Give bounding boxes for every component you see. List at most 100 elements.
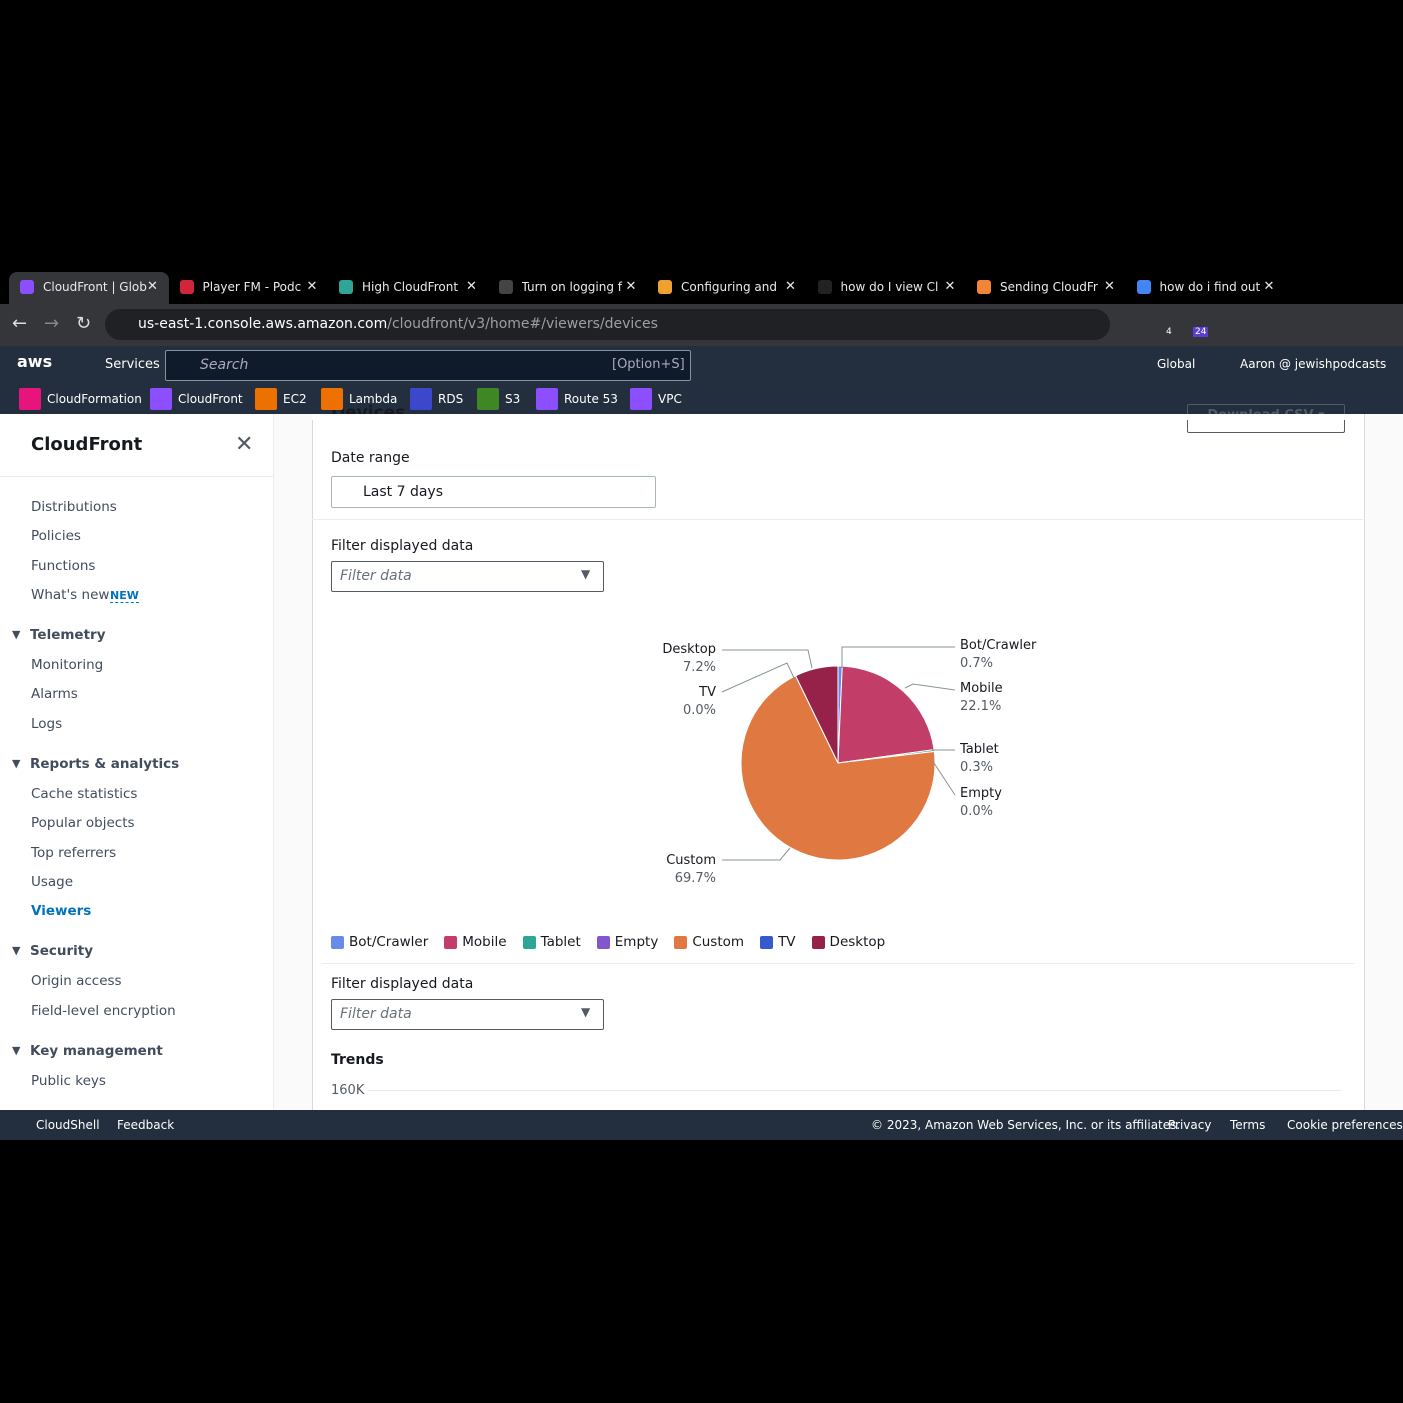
favorite[interactable]: CloudFormation	[47, 392, 142, 406]
tab-title[interactable]: High CloudFront	[362, 280, 459, 294]
favorite[interactable]: Lambda	[349, 392, 398, 406]
nav-link[interactable]: Popular objects	[31, 815, 135, 832]
nav-link[interactable]: Top referrers	[31, 844, 117, 861]
tab-title[interactable]: Sending CloudFr	[1000, 280, 1098, 294]
address-bar[interactable]	[105, 309, 1110, 340]
legend-item[interactable]: TV	[760, 934, 796, 950]
tab-close[interactable]: ✕	[785, 279, 796, 294]
footer-link[interactable]: Cookie preferences	[1287, 1118, 1403, 1132]
filter-select[interactable]	[331, 999, 604, 1030]
caret: ▼	[581, 567, 591, 581]
legend-item[interactable]: Custom	[674, 934, 744, 950]
favorite[interactable]: RDS	[438, 392, 464, 406]
url-host: us-east-1.console.aws.amazon.com	[138, 316, 388, 332]
separator	[322, 963, 1354, 964]
reload[interactable]: ↻	[76, 313, 92, 334]
cloudshell[interactable]: CloudShell	[36, 1118, 100, 1132]
account[interactable]: Aaron @ jewishpodcasts	[1240, 357, 1387, 371]
legend-label: Empty	[614, 934, 659, 950]
copyright: © 2023, Amazon Web Services, Inc. or its…	[871, 1118, 1181, 1132]
section-caret: ▼	[12, 944, 21, 958]
trends-tick: 160K	[331, 1083, 365, 1098]
tab-close[interactable]: ✕	[466, 279, 477, 294]
tab-title[interactable]: how do I view Cl	[840, 280, 939, 294]
legend-item[interactable]: Mobile	[444, 934, 507, 950]
footer-link[interactable]: Privacy	[1168, 1118, 1212, 1132]
slice-value: 7.2%	[683, 660, 716, 675]
favorite[interactable]: VPC	[658, 392, 682, 406]
section-title[interactable]: Security	[30, 943, 94, 960]
tab-title[interactable]: CloudFront | Glob	[43, 280, 147, 294]
favorite[interactable]: Route 53	[564, 392, 618, 406]
tab-close[interactable]: ✕	[625, 279, 637, 294]
legend-item[interactable]: Bot/Crawler	[331, 934, 428, 950]
tab-icon	[658, 280, 672, 294]
tab-close[interactable]: ✕	[306, 279, 318, 294]
nav-link[interactable]: Alarms	[31, 686, 78, 703]
footer-link[interactable]: Terms	[1230, 1118, 1266, 1132]
services[interactable]: Services	[105, 357, 160, 372]
pie-slice	[837, 665, 935, 764]
legend-label: TV	[778, 934, 796, 950]
leader-line	[722, 847, 791, 861]
nav-link[interactable]: Distributions	[31, 499, 117, 515]
tab-close[interactable]: ✕	[1104, 279, 1115, 294]
nav-link[interactable]: What's new	[31, 586, 110, 603]
nav-link[interactable]: Public keys	[31, 1073, 106, 1089]
favorite-icon	[19, 388, 41, 410]
legend-item[interactable]: Empty	[596, 934, 659, 950]
aws-logo[interactable]: aws	[17, 352, 53, 371]
slice-value: 0.3%	[960, 760, 993, 775]
nav-link[interactable]: Origin access	[31, 973, 122, 990]
slice-value: 0.0%	[683, 703, 716, 718]
tab-close[interactable]: ✕	[944, 279, 956, 294]
label: Date range	[331, 450, 410, 466]
nav-link[interactable]: Viewers	[31, 903, 92, 920]
tab-title[interactable]: Configuring and	[681, 280, 777, 294]
legend-item[interactable]: Tablet	[522, 934, 581, 950]
cover	[312, 414, 1363, 420]
search-placeholder: Search	[200, 357, 249, 373]
section-title[interactable]: Reports & analytics	[30, 755, 180, 772]
section-title[interactable]: Key management	[30, 1043, 163, 1059]
url: us-east-1.console.aws.amazon.com/cloudfr…	[138, 316, 658, 332]
feedback[interactable]: Feedback	[117, 1118, 175, 1132]
leader-line	[904, 683, 956, 691]
leader-line	[931, 759, 956, 796]
legend-item[interactable]: Desktop	[811, 934, 885, 950]
section-title[interactable]: Telemetry	[30, 627, 106, 643]
url-path: /cloudfront/v3/home#/viewers/devices	[387, 316, 658, 332]
search-box[interactable]	[165, 350, 691, 381]
tab-title[interactable]: Turn on logging f	[521, 280, 623, 294]
nav-link[interactable]: Cache statistics	[31, 785, 138, 802]
region[interactable]: Global	[1157, 357, 1196, 371]
tab-title[interactable]: how do i find out	[1159, 280, 1261, 294]
tab-icon	[20, 280, 34, 294]
legend-swatch	[331, 935, 344, 949]
nav-link[interactable]: Policies	[31, 528, 81, 545]
favorite-icon	[321, 388, 343, 410]
active-tab[interactable]	[9, 272, 169, 304]
tab-close[interactable]: ✕	[147, 279, 158, 294]
nav-link[interactable]: Functions	[31, 557, 96, 574]
nav-link[interactable]: Monitoring	[31, 657, 104, 673]
slice-label: Mobile	[960, 681, 1003, 696]
legend-swatch	[522, 935, 536, 949]
favorite[interactable]: CloudFront	[178, 392, 243, 406]
nav-link[interactable]: Logs	[31, 715, 63, 732]
nav-link[interactable]: Field-level encryption	[31, 1002, 176, 1019]
nav-back[interactable]: ←	[12, 313, 28, 334]
slice-label: Bot/Crawler	[960, 638, 1037, 653]
tab-icon	[339, 280, 353, 294]
date-input[interactable]	[331, 476, 656, 508]
slice-label: Custom	[666, 853, 716, 868]
tab-close[interactable]: ✕	[1263, 279, 1275, 294]
nav-link[interactable]: Usage	[31, 873, 74, 890]
nav-forward[interactable]: →	[44, 313, 60, 334]
tab-title[interactable]: Player FM - Podc	[202, 280, 302, 294]
filter-select[interactable]	[331, 561, 604, 592]
favorite[interactable]: S3	[505, 392, 521, 406]
close[interactable]: ✕	[235, 432, 254, 457]
favorite[interactable]: EC2	[283, 392, 307, 406]
